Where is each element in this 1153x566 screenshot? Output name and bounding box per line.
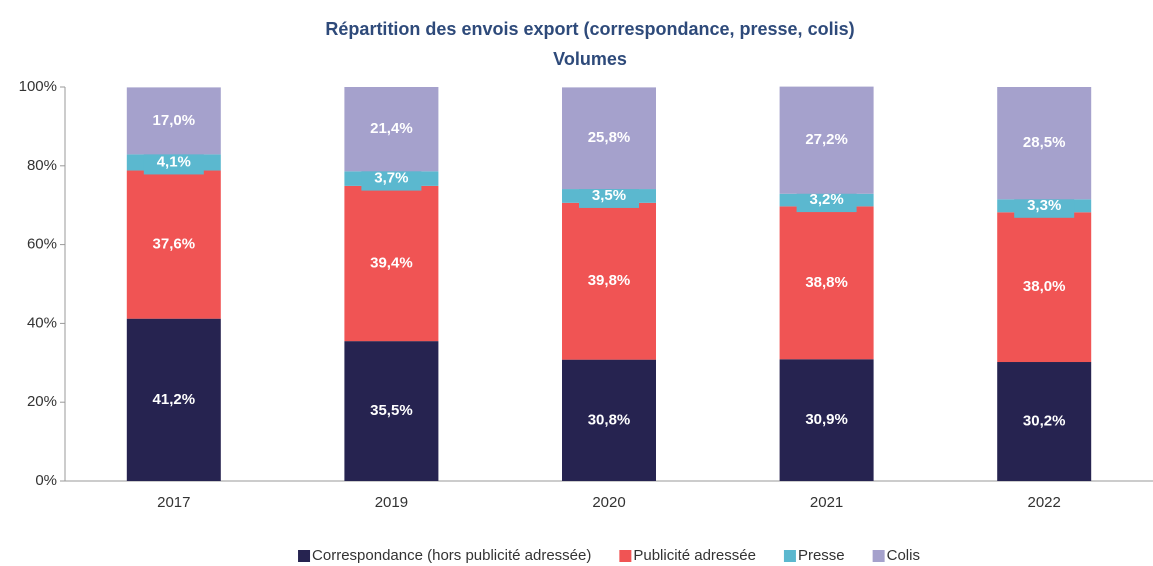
- bar-segment: [344, 341, 439, 481]
- y-tick-label: 0%: [35, 472, 57, 489]
- label-box: [143, 150, 204, 175]
- legend-label: Publicité adressée: [633, 547, 756, 564]
- bar-segment: [126, 87, 221, 155]
- bar-segment: [779, 206, 874, 360]
- legend-swatch: [872, 550, 885, 562]
- bar-segment: [779, 359, 874, 481]
- legend-swatch: [619, 550, 632, 562]
- bar-segment: [997, 87, 1092, 200]
- bar-segment: [779, 86, 874, 194]
- data-label: 30,2%: [1023, 412, 1066, 429]
- data-label: 25,8%: [588, 129, 631, 146]
- data-label: 3,7%: [374, 170, 408, 187]
- legend-swatch: [298, 550, 311, 562]
- data-label: 30,9%: [805, 411, 848, 428]
- data-label: 27,2%: [805, 131, 848, 148]
- data-label: 35,5%: [370, 402, 413, 419]
- bar-segment: [126, 170, 221, 319]
- data-label: 3,3%: [1027, 197, 1061, 214]
- y-tick-label: 40%: [27, 314, 57, 331]
- bar-segment: [126, 318, 221, 481]
- data-label: 38,8%: [805, 274, 848, 291]
- data-label: 28,5%: [1023, 134, 1066, 151]
- chart-title: Répartition des envois export (correspon…: [325, 19, 854, 39]
- data-label: 39,4%: [370, 254, 413, 271]
- x-tick-label: 2022: [1028, 494, 1061, 511]
- data-label: 37,6%: [153, 236, 196, 253]
- legend-label: Correspondance (hors publicité adressée): [312, 547, 591, 564]
- bar-segment: [562, 202, 656, 360]
- bar-segment: [344, 87, 439, 172]
- y-tick-label: 60%: [27, 236, 57, 253]
- bar-segment: [562, 359, 656, 481]
- x-tick-label: 2020: [592, 494, 625, 511]
- x-tick-label: 2019: [375, 494, 408, 511]
- data-label: 17,0%: [153, 112, 196, 129]
- data-label: 3,2%: [809, 191, 843, 208]
- data-label: 3,5%: [592, 187, 626, 204]
- bar-segment: [997, 362, 1092, 481]
- x-tick-label: 2017: [157, 494, 190, 511]
- legend-label: Colis: [887, 547, 920, 564]
- data-label: 4,1%: [157, 153, 191, 170]
- data-label: 30,8%: [588, 411, 631, 428]
- y-tick-label: 20%: [27, 393, 57, 410]
- data-label: 41,2%: [153, 391, 196, 408]
- bar-segment: [997, 212, 1092, 363]
- y-tick-label: 80%: [27, 157, 57, 174]
- data-label: 21,4%: [370, 120, 413, 137]
- legend-label: Presse: [798, 547, 845, 564]
- data-label: 39,8%: [588, 272, 631, 289]
- bar-segment: [562, 87, 656, 190]
- y-tick-label: 100%: [19, 78, 57, 95]
- legend-swatch: [783, 550, 796, 562]
- bar-segment: [344, 185, 439, 342]
- chart-subtitle: Volumes: [553, 49, 627, 69]
- x-tick-label: 2021: [810, 494, 843, 511]
- data-label: 38,0%: [1023, 278, 1066, 295]
